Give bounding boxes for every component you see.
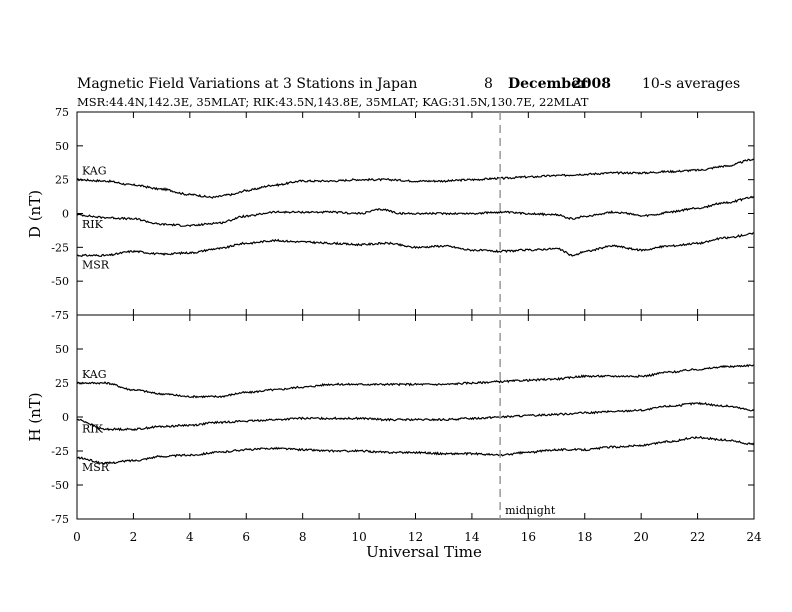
- h-ytick-label: 50: [55, 343, 69, 356]
- d-ytick-label: -75: [51, 309, 69, 322]
- h-ytick-label: 0: [62, 411, 69, 424]
- stations-info: MSR:44.4N,142.3E, 35MLAT; RIK:43.5N,143.…: [77, 95, 589, 109]
- h-series-rik: [76, 401, 755, 432]
- x-tick-label: 24: [746, 530, 762, 544]
- d-ytick-label: -50: [51, 275, 69, 288]
- x-tick-label: 22: [690, 530, 705, 544]
- d-series-kag: [77, 158, 755, 199]
- h-panel-frame: [76, 314, 755, 520]
- d-ytick-label: 0: [62, 208, 69, 221]
- d-axis-label: D (nT): [26, 190, 44, 238]
- d-label-rik: RIK: [82, 218, 104, 231]
- h-component-panel: 50 25 0 -25 -50 -75 KAG RIK MSR H (nT): [26, 314, 755, 526]
- d-label-kag: KAG: [82, 165, 107, 178]
- x-tick-label: 16: [521, 530, 536, 544]
- x-tick-label: 12: [408, 530, 423, 544]
- d-component-panel: 75 50 25 0 -25 -50 -75 KAG RIK MSR D (nT): [26, 106, 755, 322]
- chart-title: Magnetic Field Variations at 3 Stations …: [77, 76, 417, 92]
- date-year: 2008: [572, 76, 611, 92]
- x-tick-label: 20: [634, 530, 649, 544]
- d-ytick-label: 25: [55, 174, 69, 187]
- h-ytick-label: -75: [51, 513, 69, 526]
- d-ytick-label: -25: [51, 241, 69, 254]
- x-tick-label: 6: [242, 530, 250, 544]
- x-axis: 0 2 4 6 8 10 12 14 16 18 20 22 24: [73, 530, 762, 544]
- h-series-group: KAG RIK MSR: [76, 363, 755, 474]
- d-ytick-label: 75: [55, 106, 69, 119]
- h-series-kag: [76, 363, 755, 399]
- d-panel-frame: [76, 111, 755, 316]
- h-ytick-label: -25: [51, 445, 69, 458]
- h-label-msr: MSR: [82, 461, 110, 474]
- x-tick-label: 10: [351, 530, 366, 544]
- averaging-label: 10-s averages: [642, 76, 740, 92]
- h-label-kag: KAG: [82, 368, 107, 381]
- d-ytick-label: 50: [55, 140, 69, 153]
- x-tick-label: 8: [299, 530, 307, 544]
- d-series-msr: [76, 232, 754, 258]
- h-label-rik: RIK: [82, 423, 104, 436]
- h-ytick-label: -50: [51, 479, 69, 492]
- h-axis-label: H (nT): [26, 392, 44, 441]
- d-label-msr: MSR: [82, 258, 110, 271]
- d-series-group: KAG RIK MSR: [76, 158, 755, 271]
- x-axis-label: Universal Time: [366, 543, 482, 561]
- x-tick-label: 14: [464, 530, 480, 544]
- x-tick-label: 4: [186, 530, 194, 544]
- midnight-label: midnight: [505, 504, 556, 517]
- date-day: 8: [484, 76, 493, 92]
- h-y-axis: 50 25 0 -25 -50 -75: [51, 315, 755, 526]
- h-ytick-label: 25: [55, 377, 69, 390]
- x-tick-label: 0: [73, 530, 81, 544]
- d-series-rik: [76, 195, 755, 227]
- h-series-msr: [76, 435, 755, 465]
- x-tick-label: 18: [577, 530, 592, 544]
- date-month: December: [508, 76, 588, 92]
- x-tick-label: 2: [130, 530, 138, 544]
